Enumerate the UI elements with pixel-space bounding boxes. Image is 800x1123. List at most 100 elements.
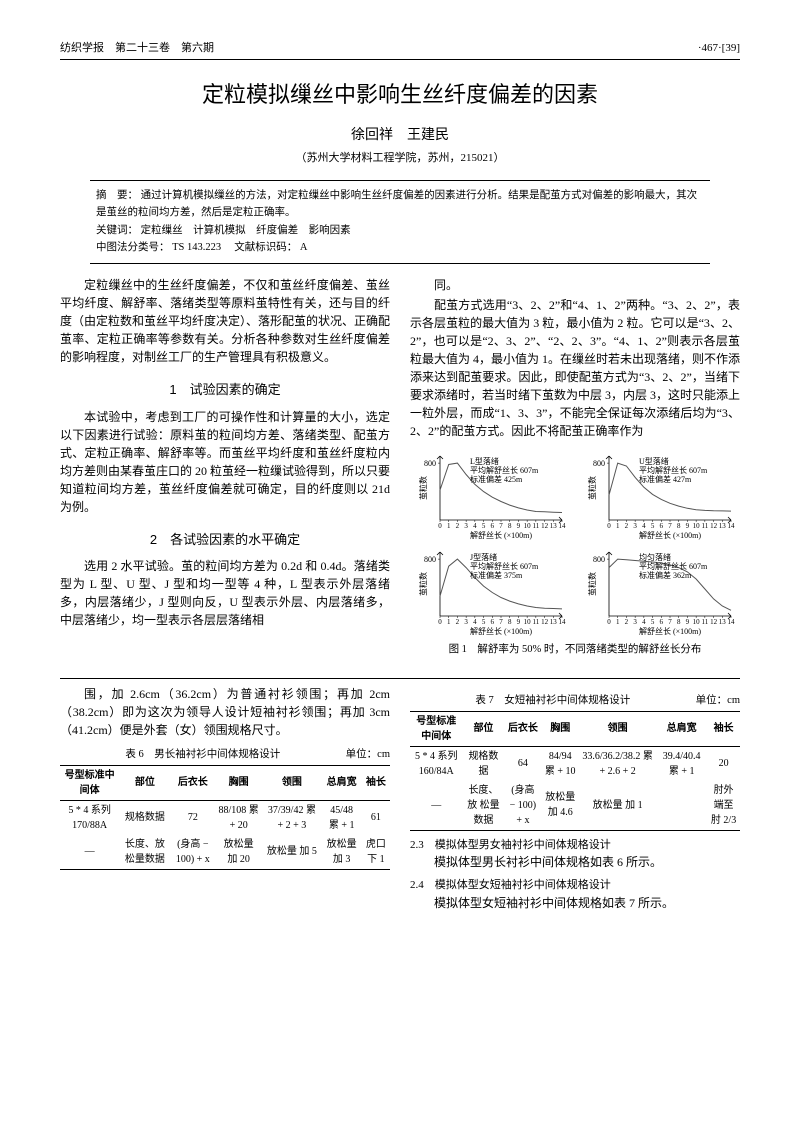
svg-text:0: 0: [438, 618, 442, 626]
right-column: 同。 配茧方式选用“3、2、2”和“4、1、2”两种。“3、2、2”，表示各层茧…: [410, 276, 740, 658]
svg-text:3: 3: [464, 522, 468, 530]
svg-text:4: 4: [473, 618, 477, 626]
svg-text:6: 6: [490, 522, 494, 530]
svg-text:13: 13: [549, 522, 557, 530]
svg-text:11: 11: [532, 618, 539, 626]
running-header: 纺织学报 第二十三卷 第六期 ·467·[39]: [60, 40, 740, 60]
svg-text:5: 5: [650, 522, 654, 530]
doccode-text: A: [300, 242, 308, 253]
svg-text:13: 13: [549, 618, 557, 626]
svg-text:4: 4: [473, 522, 477, 530]
chart-panel-0: 800 01234567891011121314 茧粒数 解舒丝长 (×100m…: [410, 448, 571, 540]
svg-text:1: 1: [615, 618, 619, 626]
table7: 号型标准中间体部位后衣长胸围领围总肩宽袖长5 * 4 系列 160/84A规格数…: [410, 711, 740, 831]
svg-text:14: 14: [558, 618, 566, 626]
table-head-cell: 部位: [462, 711, 504, 746]
svg-text:6: 6: [659, 618, 663, 626]
affiliation: （苏州大学材料工程学院，苏州，215021）: [60, 150, 740, 167]
section-2-head: 2 各试验因素的水平确定: [60, 530, 390, 550]
svg-text:8: 8: [507, 618, 511, 626]
svg-text:9: 9: [516, 618, 520, 626]
table-cell: 放松量 加 1: [579, 781, 656, 831]
svg-text:7: 7: [499, 522, 503, 530]
svg-text:6: 6: [659, 522, 663, 530]
table-head-cell: 总肩宽: [322, 765, 362, 800]
journal-name: 纺织学报 第二十三卷 第六期: [60, 40, 214, 57]
svg-text:解舒丝长 (×100m): 解舒丝长 (×100m): [638, 530, 700, 540]
table-head-cell: 号型标准中间体: [410, 711, 462, 746]
panel-title: L型落绪: [470, 456, 499, 466]
svg-text:800: 800: [424, 555, 436, 564]
svg-text:8: 8: [676, 618, 680, 626]
svg-text:0: 0: [607, 618, 611, 626]
svg-text:3: 3: [633, 522, 637, 530]
abstract-text: 通过计算机模拟缫丝的方法，对定粒缫丝中影响生丝纤度偏差的因素进行分析。结果是配茧…: [96, 190, 697, 218]
svg-text:1: 1: [446, 522, 450, 530]
sec24-head: 2.4 模拟体型女短袖衬衫中间体规格设计: [410, 877, 740, 894]
sec1-para: 本试验中，考虑到工厂的可操作性和计算量的大小，选定以下因素进行试验：原料茧的粒间…: [60, 408, 390, 516]
page-number: ·467·[39]: [698, 40, 740, 57]
table7-unit: 单位：cm: [696, 693, 740, 709]
table-cell: 放松量 加 5: [262, 835, 321, 870]
table6-unit: 单位：cm: [346, 747, 390, 763]
panel-sub1: 平均解舒丝长 607m: [470, 561, 539, 571]
table-cell: 长度、放 松量数据: [462, 781, 504, 831]
panel-sub2: 标准偏差 425m: [470, 474, 523, 484]
svg-text:10: 10: [523, 618, 531, 626]
right-p2: 配茧方式选用“3、2、2”和“4、1、2”两种。“3、2、2”，表示各层茧粒的最…: [410, 296, 740, 440]
table-head-cell: 号型标准中间体: [60, 765, 119, 800]
table-cell: 5 * 4 系列 160/84A: [410, 746, 462, 781]
svg-text:12: 12: [541, 618, 549, 626]
panel-title: U型落绪: [639, 456, 669, 466]
table-head-cell: 后衣长: [504, 711, 541, 746]
svg-text:1: 1: [615, 522, 619, 530]
chart-panel-2: 800 01234567891011121314 茧粒数 解舒丝长 (×100m…: [410, 544, 571, 636]
table-cell: (身高 − 100) + x: [504, 781, 541, 831]
table-cell: 84/94 累 + 10: [541, 746, 579, 781]
panel-sub1: 平均解舒丝长 607m: [639, 561, 708, 571]
table-row: 5 * 4 系列 160/84A规格数据6484/94 累 + 1033.6/3…: [410, 746, 740, 781]
table-cell: 放松量 加 3: [322, 835, 362, 870]
svg-text:14: 14: [558, 522, 566, 530]
panel-sub2: 标准偏差 375m: [470, 570, 523, 580]
table7-title: 表 7 女短袖衬衫中间体规格设计 单位：cm: [410, 693, 740, 709]
clc-row: 中图法分类号： TS 143.223 文献标识码： A: [96, 239, 704, 257]
abstract-block: 摘 要： 通过计算机模拟缫丝的方法，对定粒缫丝中影响生丝纤度偏差的因素进行分析。…: [90, 180, 710, 264]
svg-text:9: 9: [685, 522, 689, 530]
svg-text:10: 10: [692, 522, 700, 530]
svg-text:11: 11: [701, 522, 708, 530]
svg-text:4: 4: [642, 618, 646, 626]
table-cell: 37/39/42 累 + 2 + 3: [262, 800, 321, 835]
svg-text:800: 800: [593, 555, 605, 564]
table-cell: —: [60, 835, 119, 870]
keywords-row: 关键词： 定粒缫丝 计算机模拟 纤度偏差 影响因素: [96, 222, 704, 240]
svg-text:800: 800: [424, 459, 436, 468]
intro-para: 定粒缫丝中的生丝纤度偏差，不仅和茧丝纤度偏差、茧丝平均纤度、解舒率、落绪类型等原…: [60, 276, 390, 366]
svg-text:2: 2: [624, 522, 628, 530]
svg-text:茧粒数: 茧粒数: [587, 572, 597, 596]
table-head-cell: 袖长: [707, 711, 740, 746]
keywords-text: 定粒缫丝 计算机模拟 纤度偏差 影响因素: [141, 225, 351, 236]
table-head-cell: 部位: [119, 765, 170, 800]
abstract-row: 摘 要： 通过计算机模拟缫丝的方法，对定粒缫丝中影响生丝纤度偏差的因素进行分析。…: [96, 187, 704, 222]
svg-text:茧粒数: 茧粒数: [418, 572, 428, 596]
table-cell: [656, 781, 707, 831]
table-row: 5 * 4 系列 170/88A规格数据7288/108 累 + 2037/39…: [60, 800, 390, 835]
sec23-head: 2.3 模拟体型男女袖衬衫中间体规格设计: [410, 837, 740, 854]
second-left-para: 围，加 2.6cm（36.2cm）为普通衬衫领围；再加 2cm（38.2cm）即…: [60, 685, 390, 739]
svg-text:3: 3: [464, 618, 468, 626]
svg-text:8: 8: [676, 522, 680, 530]
svg-text:5: 5: [650, 618, 654, 626]
svg-text:9: 9: [516, 522, 520, 530]
svg-text:13: 13: [718, 522, 726, 530]
chart-panel-3: 800 01234567891011121314 茧粒数 解舒丝长 (×100m…: [579, 544, 740, 636]
svg-text:7: 7: [668, 522, 672, 530]
authors: 徐回祥 王建民: [60, 125, 740, 146]
clc-text: TS 143.223: [172, 242, 221, 253]
figure-caption: 图 1 解舒率为 50% 时，不同落绪类型的解舒丝长分布: [410, 642, 740, 658]
figure-grid: 800 01234567891011121314 茧粒数 解舒丝长 (×100m…: [410, 448, 740, 636]
svg-text:1: 1: [446, 618, 450, 626]
svg-text:10: 10: [692, 618, 700, 626]
svg-text:6: 6: [490, 618, 494, 626]
svg-text:4: 4: [642, 522, 646, 530]
